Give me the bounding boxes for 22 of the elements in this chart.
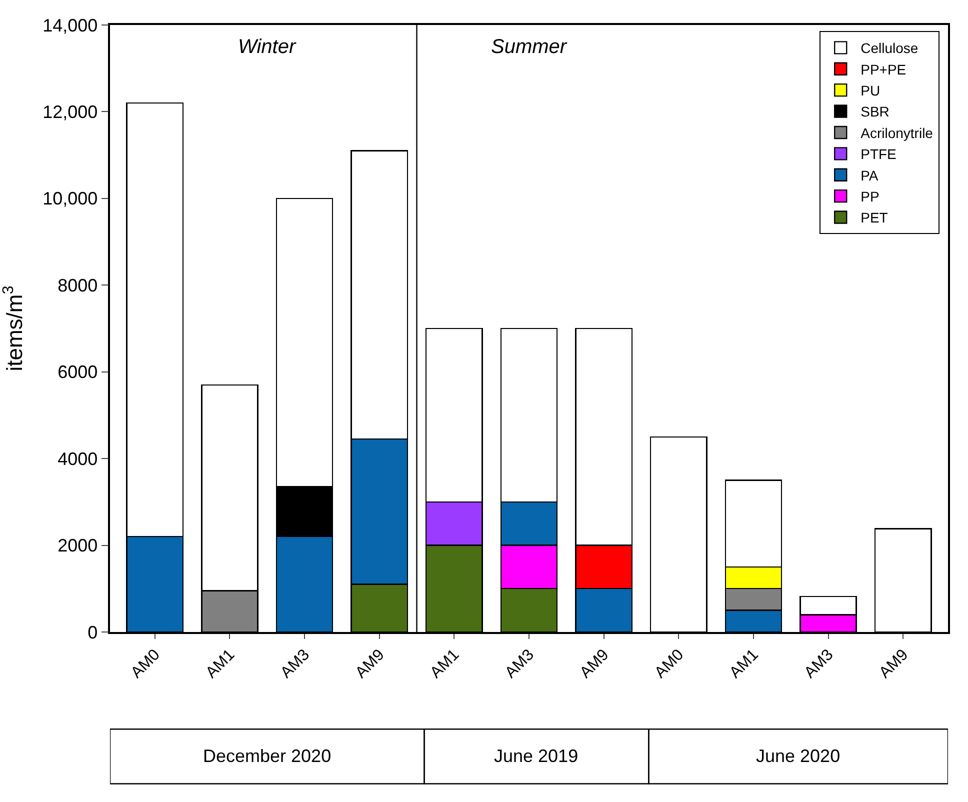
text: June 2019 xyxy=(494,746,578,766)
y-tick-label: 14,000 xyxy=(42,15,98,36)
legend-label: PP xyxy=(860,188,880,205)
y-tick-label: 10,000 xyxy=(42,188,98,209)
text: June 2020 xyxy=(756,746,840,766)
legend-label: PTFE xyxy=(860,146,896,162)
y-tick-label: 0 xyxy=(88,622,98,642)
legend-label: PU xyxy=(860,82,880,99)
y-tick-label: 8000 xyxy=(58,275,98,296)
legend-label: PP+PE xyxy=(860,61,906,78)
legend-label: PA xyxy=(860,167,879,184)
legend-label: Cellulose xyxy=(860,40,918,56)
legend-label: SBR xyxy=(860,104,890,120)
annotation: Winter xyxy=(238,36,297,58)
y-tick-label: 6000 xyxy=(58,362,98,382)
y-tick-label: 2000 xyxy=(58,536,98,556)
text: December 2020 xyxy=(203,746,332,766)
y-tick-label: 4000 xyxy=(58,448,98,469)
legend-label: Acrilonytrile xyxy=(860,124,934,141)
legend-label: PET xyxy=(860,210,888,226)
annotation: Summer xyxy=(491,36,568,58)
y-tick-label: 12,000 xyxy=(42,102,98,122)
